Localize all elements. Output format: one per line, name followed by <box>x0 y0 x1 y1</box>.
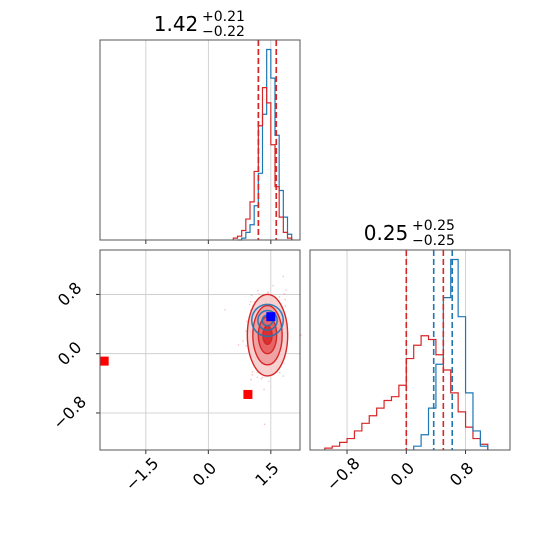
joint-sample-point <box>248 303 251 306</box>
joint-sample-point <box>278 371 281 374</box>
joint-sample-point <box>267 291 269 293</box>
joint-y-tick-label: 0.0 <box>54 338 85 369</box>
blue-contour-level <box>250 303 285 338</box>
marginal-x-frame <box>99 39 301 241</box>
marginal-y-x-tick-label: 0.8 <box>446 458 477 489</box>
joint-sample-point <box>246 320 248 323</box>
title-marginal-x: 1.42 +0.21 −0.22 <box>154 9 245 40</box>
joint-sample-point <box>284 305 287 307</box>
title-marginal-y: 0.25 +0.25 −0.25 <box>364 218 455 249</box>
marginal-y-histogram-series <box>413 258 489 450</box>
joint-sample-point <box>285 289 287 291</box>
joint-y-tick-label: 0.8 <box>54 278 85 309</box>
title-plus-y: +0.25 <box>412 218 455 234</box>
marginal-x-histogram <box>99 39 301 244</box>
title-plus-x: +0.21 <box>202 9 245 25</box>
title-minus-y: −0.25 <box>412 233 455 249</box>
joint-x-tick-label: −1.5 <box>121 454 162 495</box>
truth-marker <box>99 356 109 366</box>
joint-sample-point <box>250 378 252 381</box>
joint-sample-point <box>256 376 259 379</box>
joint-frame <box>99 249 301 451</box>
joint-sample-point <box>282 375 285 377</box>
marginal-x-histogram-series <box>232 87 293 240</box>
marginal-y-x-tick-label: −0.8 <box>323 454 364 495</box>
joint-sample-point <box>251 374 254 376</box>
joint-sample-point <box>282 275 285 278</box>
marginal-y-frame <box>309 249 511 451</box>
joint-sample-point <box>263 388 265 391</box>
joint-sample-point <box>251 371 254 373</box>
marginal-y-x-tick-label: 0.0 <box>387 458 418 489</box>
marginal-x-histogram-series <box>237 48 293 241</box>
joint-sample-point <box>256 289 259 292</box>
joint-sample-point <box>268 380 270 383</box>
joint-x-tick-label: 0.0 <box>189 458 220 489</box>
joint-sample-point <box>245 345 248 347</box>
joint-y-tick-label: −0.8 <box>49 392 90 433</box>
joint-sample-point <box>245 330 247 332</box>
joint-sample-point <box>261 376 264 379</box>
joint-contour-plot: −1.5 0.0 1.5 0.8 0.0 −0.8 <box>49 249 302 495</box>
joint-sample-point <box>258 293 260 295</box>
joint-sample-point <box>260 378 263 380</box>
title-value-x: 1.42 <box>154 12 199 36</box>
joint-sample-point <box>300 334 302 336</box>
joint-sample-point <box>284 298 286 301</box>
joint-sample-point <box>249 300 252 303</box>
blue-contour-level <box>257 309 278 331</box>
title-minus-x: −0.22 <box>202 24 245 40</box>
joint-sample-point <box>278 296 281 298</box>
joint-sample-point <box>242 340 244 342</box>
joint-sample-point <box>283 293 286 295</box>
marginal-y-histogram: −0.8 0.0 0.8 <box>309 249 511 495</box>
truth-marker <box>243 389 253 399</box>
joint-sample-point <box>224 308 226 311</box>
joint-sample-point <box>237 344 240 346</box>
truth-marker <box>266 312 276 322</box>
joint-sample-point <box>263 423 266 426</box>
joint-sample-point <box>272 284 274 287</box>
title-value-y: 0.25 <box>364 221 409 245</box>
joint-sample-point <box>250 294 253 297</box>
red-contour-level <box>262 325 273 346</box>
joint-x-tick-label: 1.5 <box>251 458 282 489</box>
